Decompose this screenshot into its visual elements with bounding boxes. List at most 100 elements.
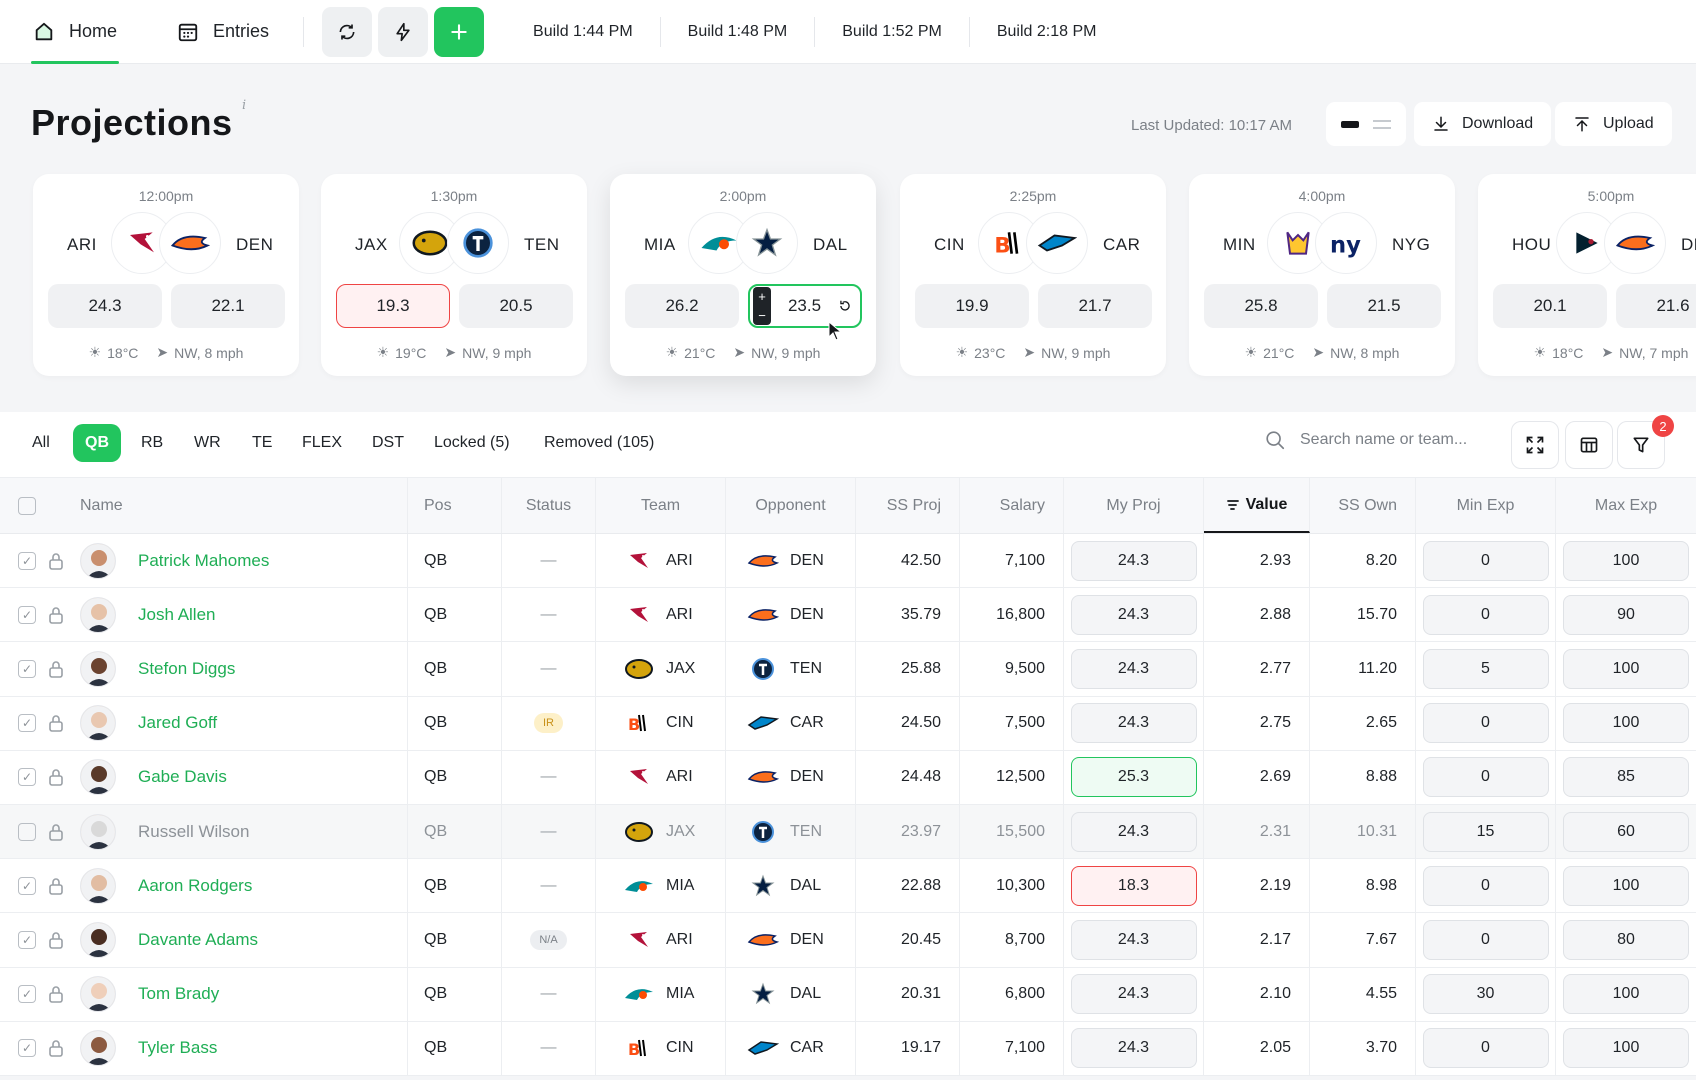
upload-button[interactable]: Upload [1555, 102, 1672, 146]
reset-icon[interactable] [838, 299, 852, 313]
min-exp-input[interactable]: 0 [1422, 540, 1549, 581]
max-exp-input[interactable]: 100 [1563, 974, 1689, 1015]
view-toggle[interactable] [1326, 102, 1406, 146]
player-name[interactable]: Gabe Davis [138, 767, 227, 787]
row-checkbox[interactable]: ✓ [18, 1039, 36, 1058]
game-card[interactable]: 2:25pm CIN B CAR 19.9 21.7 ☀ 23°C ➤ NW, 9 mph [900, 174, 1166, 376]
max-exp-input[interactable]: 80 [1563, 919, 1689, 960]
max-exp-input[interactable]: 90 [1563, 594, 1689, 635]
card-view-icon[interactable] [1341, 120, 1359, 128]
table-row[interactable]: ✓ Davante Adams QB N/A ARI DEN 20.45 8,700 24.3 2… [0, 913, 1696, 968]
my-proj-input[interactable]: 24.3 [1070, 703, 1197, 744]
max-exp-input[interactable]: 100 [1563, 648, 1689, 689]
lock-icon[interactable] [48, 823, 64, 841]
max-exp-input[interactable]: 60 [1563, 811, 1689, 852]
my-proj-input[interactable]: 24.3 [1070, 594, 1197, 635]
my-proj-input[interactable]: 25.3 [1070, 757, 1197, 798]
info-icon[interactable]: i [242, 98, 247, 113]
build-tab[interactable]: Build 1:52 PM [814, 16, 969, 47]
col-max-exp[interactable]: Max Exp [1594, 496, 1658, 514]
row-checkbox[interactable] [18, 822, 36, 841]
col-ss-own[interactable]: SS Own [1310, 478, 1416, 533]
filter-wr[interactable]: WR [194, 434, 221, 451]
select-all[interactable] [0, 478, 80, 533]
my-proj-input[interactable]: 24.3 [1070, 919, 1197, 960]
player-name[interactable]: Davante Adams [138, 929, 259, 949]
home-score[interactable]: 24.3 [48, 284, 162, 328]
home-score[interactable]: 20.1 [1493, 284, 1607, 328]
min-exp-input[interactable]: 30 [1422, 974, 1549, 1015]
lock-icon[interactable] [48, 877, 64, 895]
expand-button[interactable] [1511, 421, 1559, 469]
max-exp-input[interactable]: 100 [1563, 1028, 1689, 1069]
player-name[interactable]: Jared Goff [138, 713, 218, 733]
row-checkbox[interactable]: ✓ [18, 876, 36, 895]
filter-removed[interactable]: Removed (105) [544, 434, 655, 451]
row-checkbox[interactable]: ✓ [18, 768, 36, 787]
player-name[interactable]: Tyler Bass [138, 1038, 218, 1058]
tab-home[interactable]: Home [31, 0, 119, 64]
search-input[interactable]: Search name or team... [1264, 429, 1467, 451]
score-stepper[interactable]: + − [753, 287, 771, 325]
download-button[interactable]: Download [1414, 102, 1552, 146]
min-exp-input[interactable]: 5 [1422, 648, 1549, 689]
max-exp-input[interactable]: 100 [1563, 865, 1689, 906]
row-checkbox[interactable]: ✓ [18, 985, 36, 1004]
game-card[interactable]: 2:00pm MIA DAL 26.2 + − 23.5 ☀ 21°C ➤ NW, 9 mph [610, 174, 876, 376]
min-exp-input[interactable]: 0 [1422, 594, 1549, 635]
lock-icon[interactable] [48, 931, 64, 949]
build-tab[interactable]: Build 1:44 PM [533, 22, 633, 40]
home-score[interactable]: 19.9 [915, 284, 1029, 328]
col-salary[interactable]: Salary [960, 478, 1064, 533]
game-card[interactable]: 4:00pm MIN ny NYG 25.8 21.5 ☀ 21°C ➤ NW, 8 mph [1189, 174, 1455, 376]
row-checkbox[interactable]: ✓ [18, 930, 36, 949]
player-name[interactable]: Russell Wilson [138, 821, 250, 841]
lock-icon[interactable] [48, 660, 64, 678]
player-name[interactable]: Josh Allen [138, 604, 216, 624]
table-row[interactable]: Russell Wilson QB — JAX TEN 23.97 15,500 24.3 2.… [0, 804, 1696, 860]
player-name[interactable]: Tom Brady [138, 984, 220, 1004]
col-name[interactable]: Name [80, 478, 408, 533]
col-status[interactable]: Status [502, 478, 596, 533]
table-row[interactable]: ✓ Gabe Davis QB — ARI DEN 24.48 12,500 25.3 2.69 8… [0, 750, 1696, 805]
filter-flex[interactable]: FLEX [302, 434, 343, 451]
lock-icon[interactable] [48, 714, 64, 732]
my-proj-input[interactable]: 24.3 [1070, 540, 1197, 581]
my-proj-input[interactable]: 24.3 [1070, 648, 1197, 689]
columns-button[interactable] [1565, 421, 1613, 469]
table-row[interactable]: ✓ Tom Brady QB — MIA DAL 20.31 6,800 24.3 2.10 4.5… [0, 967, 1696, 1022]
col-min-exp[interactable]: Min Exp [1416, 478, 1556, 533]
my-proj-input[interactable]: 24.3 [1070, 974, 1197, 1015]
min-exp-input[interactable]: 0 [1422, 757, 1549, 798]
max-exp-input[interactable]: 100 [1563, 540, 1689, 581]
away-score[interactable]: 22.1 [171, 284, 285, 328]
away-score-editor[interactable]: + − 23.5 [748, 284, 862, 328]
filter-locked[interactable]: Locked (5) [434, 434, 510, 451]
my-proj-input[interactable]: 24.3 [1070, 811, 1197, 852]
max-exp-input[interactable]: 100 [1563, 703, 1689, 744]
lock-icon[interactable] [48, 985, 64, 1003]
optimize-button[interactable] [378, 6, 429, 57]
lock-icon[interactable] [48, 606, 64, 624]
table-row[interactable]: ✓ Jared Goff QB IR B CIN CAR 24.50 7,500 24.3 2.75… [0, 696, 1696, 751]
col-ss-proj[interactable]: SS Proj [856, 478, 960, 533]
row-checkbox[interactable]: ✓ [18, 714, 36, 733]
table-row[interactable]: ✓ Stefon Diggs QB — JAX TEN 25.88 9,500 24.3 2.77… [0, 642, 1696, 697]
min-exp-input[interactable]: 0 [1422, 865, 1549, 906]
player-name[interactable]: Patrick Mahomes [138, 550, 270, 570]
filter-qb[interactable]: QB [73, 424, 121, 462]
min-exp-input[interactable]: 0 [1422, 919, 1549, 960]
away-score[interactable]: 20.5 [459, 284, 573, 328]
game-card[interactable]: 5:00pm HOU DE 20.121.6 ☀ 18°C ➤ NW, 7 mph [1478, 174, 1696, 376]
filter-rb[interactable]: RB [141, 434, 164, 451]
col-opponent[interactable]: Opponent [726, 478, 856, 533]
col-value[interactable]: Value [1204, 478, 1310, 533]
my-proj-input[interactable]: 24.3 [1070, 1028, 1197, 1069]
table-row[interactable]: ✓ Patrick Mahomes QB — ARI DEN 42.50 7,100 24.3 2… [0, 534, 1696, 589]
home-score[interactable]: 19.3 [336, 284, 450, 328]
table-row[interactable]: ✓ Aaron Rodgers QB — MIA DAL 22.88 10,300 18.3 2.… [0, 859, 1696, 914]
min-exp-input[interactable]: 0 [1422, 1028, 1549, 1069]
list-view-icon[interactable] [1373, 119, 1391, 129]
new-build-button[interactable] [434, 6, 485, 57]
table-row[interactable]: ✓ Josh Allen QB — ARI DEN 35.79 16,800 24.3 2.88 1… [0, 588, 1696, 643]
